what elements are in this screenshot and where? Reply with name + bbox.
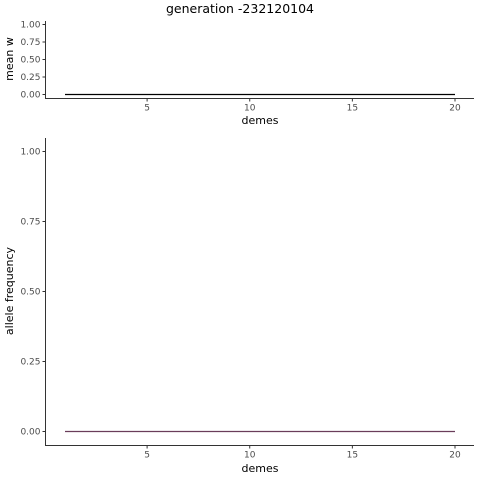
y-tick-label: 0.50	[20, 288, 40, 298]
y-axis-title: allele frequency	[3, 246, 16, 335]
x-axis-title: demes	[242, 462, 279, 475]
x-tick-label: 15	[347, 104, 358, 114]
x-tick-label: 20	[449, 451, 461, 461]
x-tick-label: 10	[244, 104, 256, 114]
x-tick-label: 5	[144, 104, 150, 114]
x-tick-labels: 5 10 15 20	[144, 98, 461, 114]
chart-title: generation -232120104	[166, 1, 314, 16]
x-tick-label: 10	[244, 451, 256, 461]
y-tick-label: 0.00	[20, 91, 40, 101]
x-tick-label: 20	[449, 104, 461, 114]
y-tick-label: 0.25	[20, 358, 40, 368]
y-axis-title: mean w	[3, 37, 16, 81]
x-tick-label: 15	[347, 451, 358, 461]
y-tick-label: 0.75	[20, 38, 40, 48]
x-axis-title: demes	[242, 114, 279, 127]
panel-allele-frequency: 0.00 0.25 0.50 0.75 1.00 5 10 15 20 demes allel…	[3, 138, 474, 475]
y-tick-label: 1.00	[20, 21, 40, 31]
y-tick-label: 0.00	[20, 428, 40, 438]
x-tick-label: 5	[144, 451, 150, 461]
y-tick-label: 0.25	[20, 73, 40, 83]
y-tick-label: 0.50	[20, 56, 40, 66]
y-tick-label: 1.00	[20, 148, 40, 158]
y-tick-label: 0.75	[20, 218, 40, 228]
panel-mean-w: 0.00 0.25 0.50 0.75 1.00 5 10 15 20 demes mean …	[3, 21, 474, 127]
